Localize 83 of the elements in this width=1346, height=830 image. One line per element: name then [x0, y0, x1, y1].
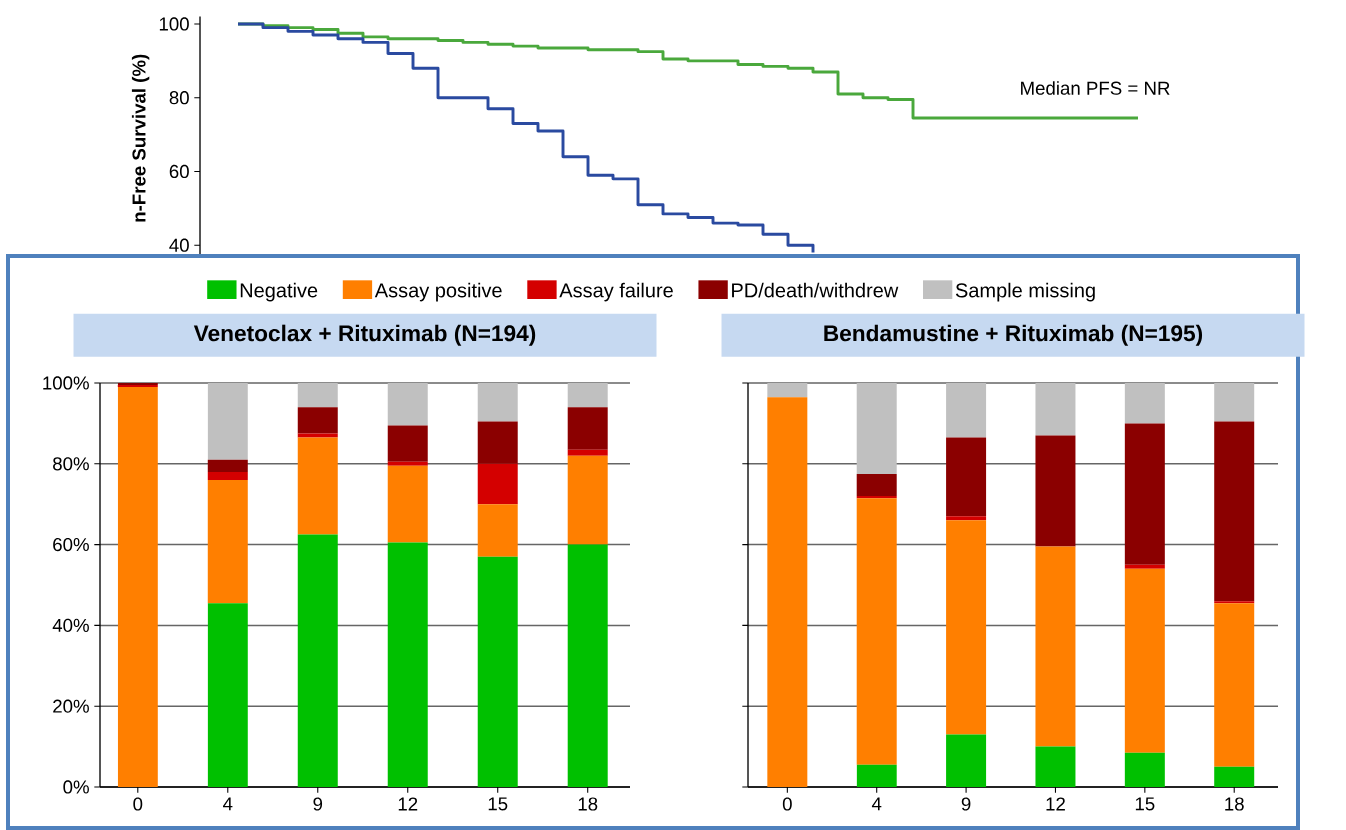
x-tick-label: 15	[488, 797, 508, 811]
bar	[387, 542, 428, 787]
bar	[567, 407, 608, 450]
bar	[387, 425, 428, 462]
bar	[207, 459, 248, 472]
bar	[1214, 766, 1255, 787]
legend-label: Negative	[240, 282, 318, 302]
bar	[856, 498, 897, 765]
chart-title: Bendamustine + Rituximab (N=195)	[824, 324, 1203, 346]
annotation: Median PFS = NR	[1021, 81, 1170, 95]
x-tick-label: 9	[313, 797, 323, 811]
y-tick-label: 100%	[43, 376, 89, 390]
bar	[387, 382, 428, 426]
bar	[1035, 746, 1076, 787]
y-tick-label: 60	[169, 164, 189, 179]
bar	[207, 471, 248, 480]
bar	[767, 382, 808, 398]
bar	[477, 421, 518, 464]
bar	[567, 544, 608, 787]
bar	[1124, 423, 1165, 565]
bar	[297, 534, 338, 787]
bar	[297, 407, 338, 434]
bar	[207, 479, 248, 604]
x-tick-label: 18	[578, 797, 598, 811]
x-tick-label: 15	[1135, 797, 1155, 811]
bar	[1214, 421, 1255, 602]
bar	[297, 433, 338, 438]
y-tick-label: 80%	[53, 457, 89, 471]
bar	[1214, 601, 1255, 604]
y-tick-label: 0%	[63, 780, 89, 794]
x-tick-label: 4	[871, 797, 882, 811]
legend-label: Assay positive	[374, 282, 502, 302]
legend-label: Assay failure	[559, 282, 673, 302]
bar	[297, 382, 338, 408]
bar	[477, 382, 518, 422]
bar	[1124, 752, 1165, 787]
bar	[856, 496, 897, 499]
legend-label: PD/death/withdrew	[732, 282, 899, 298]
bar	[1035, 382, 1076, 436]
legend-label: Sample missing	[955, 282, 1095, 302]
bar	[1214, 382, 1255, 422]
bar	[297, 437, 338, 535]
bar	[207, 382, 248, 460]
bar	[856, 382, 897, 474]
bar	[387, 461, 428, 466]
y-tick-label: 80	[169, 91, 189, 105]
y-tick-label: 100	[159, 17, 189, 31]
bar	[1124, 568, 1165, 753]
bar	[946, 382, 987, 438]
x-tick-label: 12	[1046, 797, 1065, 811]
x-tick-label: 0	[782, 797, 792, 811]
bar	[477, 504, 518, 557]
bar	[1124, 382, 1165, 424]
bar	[946, 520, 987, 735]
y-tick-label: 40	[169, 238, 189, 252]
x-tick-label: 9	[961, 797, 971, 811]
y-tick-label: 60%	[53, 537, 89, 552]
bar	[387, 465, 428, 543]
bar	[1124, 564, 1165, 569]
x-tick-label: 0	[133, 797, 143, 811]
bar	[856, 473, 897, 497]
bar	[767, 397, 808, 787]
bar	[946, 734, 987, 787]
bar	[567, 455, 608, 545]
bar	[477, 556, 518, 787]
bar	[1035, 546, 1076, 747]
bar	[856, 764, 897, 787]
bar	[567, 382, 608, 408]
chart-title: Venetoclax + Rituximab (N=194)	[193, 324, 536, 346]
bar	[567, 449, 608, 456]
bar	[477, 463, 518, 505]
y-tick-label: 40%	[52, 618, 89, 633]
bar	[207, 603, 248, 787]
bar	[946, 516, 987, 521]
x-tick-label: 12	[398, 797, 418, 811]
bar	[1214, 603, 1255, 767]
bar	[1035, 435, 1076, 547]
y-tick-label: 20%	[53, 699, 89, 713]
x-tick-label: 18	[1225, 797, 1244, 811]
x-tick-label: 4	[223, 797, 233, 811]
y-axis-title: n-Free Survival (%)	[131, 54, 150, 222]
bar	[946, 437, 987, 517]
bar	[117, 387, 158, 787]
